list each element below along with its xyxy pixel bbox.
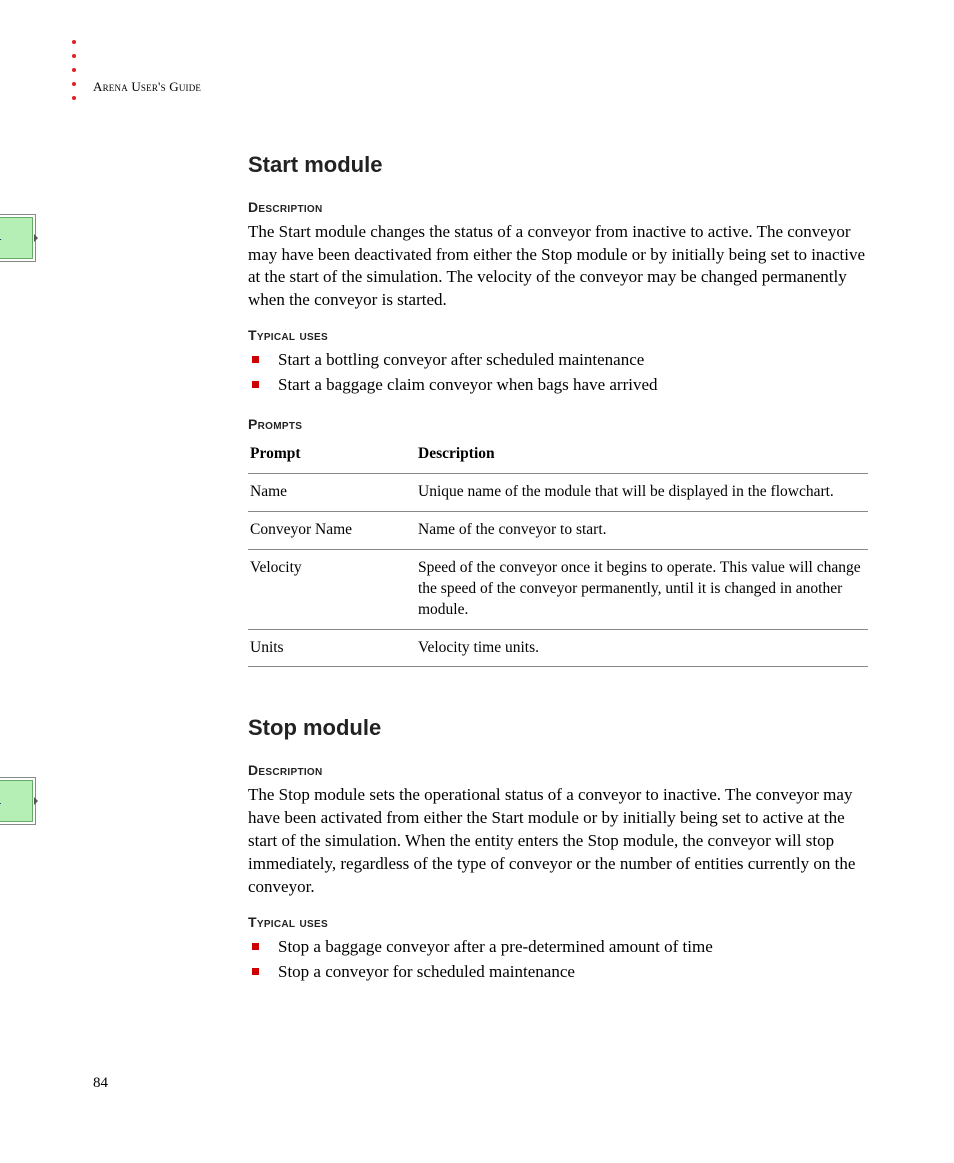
list-item: Start a baggage claim conveyor when bags… <box>270 374 873 397</box>
description-heading: Description <box>248 198 873 217</box>
section-stop-module: Stop module Description Stop 1 The Stop … <box>93 713 873 983</box>
typical-uses-list: Stop a baggage conveyor after a pre-dete… <box>270 936 873 984</box>
typical-uses-list: Start a bottling conveyor after schedule… <box>270 349 873 397</box>
typical-uses-heading: Typical uses <box>248 913 873 932</box>
table-cell: Conveyor Name <box>248 511 416 549</box>
header-text: Arena User's Guide <box>93 79 201 94</box>
table-cell: Name <box>248 473 416 511</box>
list-item: Stop a baggage conveyor after a pre-dete… <box>270 936 873 959</box>
section-start-module: Start module Description Start 1 The Sta… <box>93 150 873 667</box>
description-text: The Stop module sets the operational sta… <box>248 784 873 899</box>
table-row: Conveyor Name Name of the conveyor to st… <box>248 511 868 549</box>
table-cell: Velocity time units. <box>416 629 868 667</box>
section-title: Start module <box>248 150 873 180</box>
table-row: Units Velocity time units. <box>248 629 868 667</box>
prompts-heading: Prompts <box>248 415 873 434</box>
table-cell: Unique name of the module that will be d… <box>416 473 868 511</box>
table-header: Description <box>416 438 868 473</box>
module-figure-label: Start 1 <box>0 217 33 259</box>
table-cell: Velocity <box>248 549 416 629</box>
table-header: Prompt <box>248 438 416 473</box>
module-figure-stop: Stop 1 <box>0 777 36 825</box>
table-cell: Speed of the conveyor once it begins to … <box>416 549 868 629</box>
table-cell: Units <box>248 629 416 667</box>
module-figure-start: Start 1 <box>0 214 36 262</box>
list-item: Start a bottling conveyor after schedule… <box>270 349 873 372</box>
prompts-table: Prompt Description Name Unique name of t… <box>248 438 868 667</box>
typical-uses-heading: Typical uses <box>248 326 873 345</box>
header-dot-decor <box>72 40 76 100</box>
description-text: The Start module changes the status of a… <box>248 221 873 313</box>
description-heading: Description <box>248 761 873 780</box>
table-cell: Name of the conveyor to start. <box>416 511 868 549</box>
table-row: Name Unique name of the module that will… <box>248 473 868 511</box>
running-header: Arena User's Guide <box>93 78 201 96</box>
page-number: 84 <box>93 1073 108 1093</box>
table-row: Velocity Speed of the conveyor once it b… <box>248 549 868 629</box>
module-figure-label: Stop 1 <box>0 780 33 822</box>
section-title: Stop module <box>248 713 873 743</box>
list-item: Stop a conveyor for scheduled maintenanc… <box>270 961 873 984</box>
